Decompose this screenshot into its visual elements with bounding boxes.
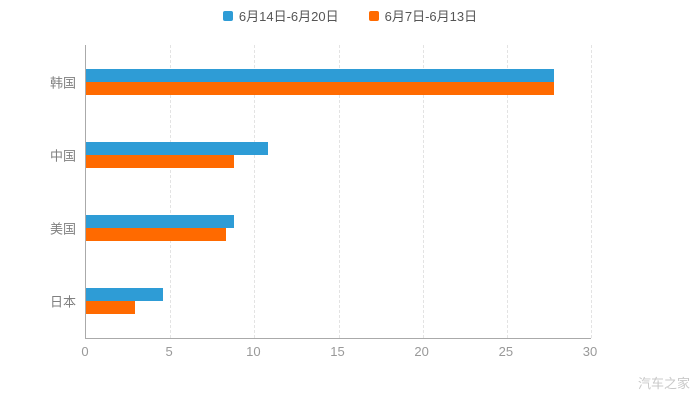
bar [86, 228, 226, 242]
x-tick-label: 20 [414, 344, 429, 359]
gridline [591, 45, 592, 338]
bar [86, 288, 164, 302]
x-tick-label: 10 [246, 344, 261, 359]
category-label: 日本 [49, 294, 76, 310]
legend-marker-orange-icon [368, 10, 379, 21]
category-label: 中国 [49, 148, 76, 164]
gridline [254, 45, 256, 338]
bar [86, 81, 554, 95]
category-label: 美国 [49, 221, 76, 237]
legend-marker-blue-icon [222, 10, 233, 21]
gridline [422, 45, 424, 338]
bar-group: 日本 [50, 265, 591, 338]
bar [86, 215, 235, 229]
gridline [506, 45, 508, 338]
x-tick-label: 15 [330, 344, 345, 359]
legend-label-week1: 6月7日-6月13日 [384, 9, 478, 24]
legend-label-week2: 6月14日-6月20日 [238, 9, 339, 24]
gridline [170, 45, 172, 338]
x-tick-label: 30 [582, 344, 598, 359]
bar-group: 韩国 [50, 45, 591, 118]
x-tick-label: 5 [165, 344, 173, 359]
bar [86, 141, 268, 155]
category-label: 韩国 [49, 75, 76, 91]
watermark: 汽车之家 [637, 376, 690, 391]
x-axis-labels: 0 5 10 15 20 25 30 [81, 344, 597, 364]
x-tick-label: 25 [498, 344, 514, 359]
legend-item-week1[interactable]: 6月7日-6月13日 [368, 6, 478, 25]
gridline [338, 45, 340, 338]
x-tick-label: 0 [81, 344, 89, 359]
bar [86, 68, 554, 82]
plot-area: 韩国 中国 美国 日本 [50, 45, 592, 339]
bar [86, 154, 235, 168]
bar-group: 美国 [50, 192, 591, 265]
legend-item-week2[interactable]: 6月14日-6月20日 [222, 6, 339, 25]
bar [86, 301, 135, 315]
bar-group: 中国 [50, 118, 591, 191]
legend: 6月14日-6月20日 6月7日-6月13日 [0, 6, 700, 25]
rows: 韩国 中国 美国 日本 [50, 45, 591, 338]
